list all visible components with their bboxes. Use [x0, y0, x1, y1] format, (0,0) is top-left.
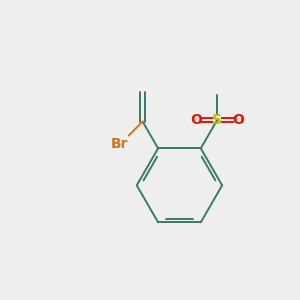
Text: S: S	[212, 113, 222, 127]
Text: O: O	[232, 113, 244, 127]
Text: Br: Br	[111, 137, 128, 152]
Text: O: O	[190, 113, 202, 127]
